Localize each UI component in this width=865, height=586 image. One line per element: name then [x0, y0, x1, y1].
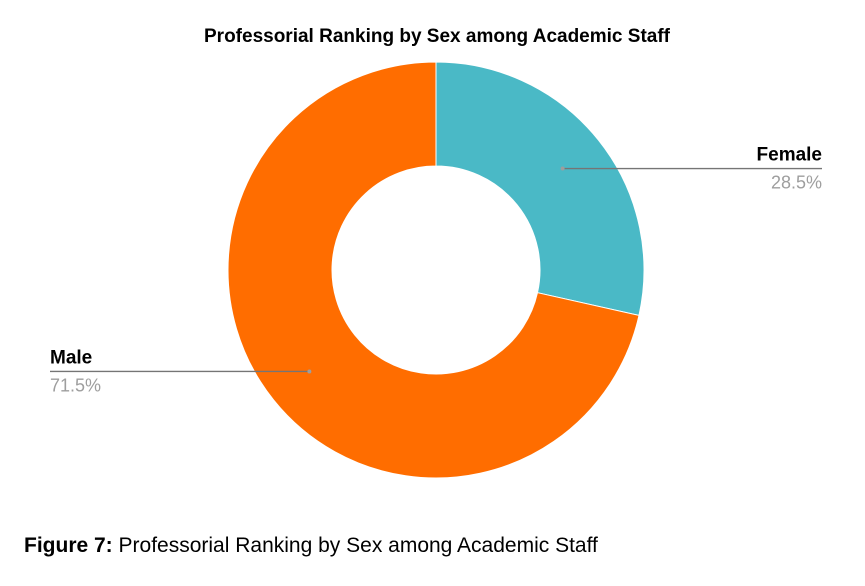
caption-prefix: Figure 7: [24, 534, 113, 557]
leader-dot-male [307, 369, 312, 374]
chart-title: Professorial Ranking by Sex among Academ… [204, 26, 671, 47]
caption-text: Professorial Ranking by Sex among Academ… [112, 534, 598, 557]
slice-label-male: Male [50, 347, 92, 368]
slice-male [227, 61, 640, 479]
slice-female [435, 61, 645, 316]
slice-percent-male: 71.5% [50, 375, 101, 395]
slice-label-female: Female [757, 145, 822, 166]
slice-percent-female: 28.5% [771, 173, 822, 193]
leader-dot-female [560, 166, 565, 171]
labels-group: Female 28.5% Male 71.5% [50, 145, 822, 395]
slices-group [227, 61, 645, 479]
figure-caption: Figure 7: Professorial Ranking by Sex am… [24, 534, 598, 558]
